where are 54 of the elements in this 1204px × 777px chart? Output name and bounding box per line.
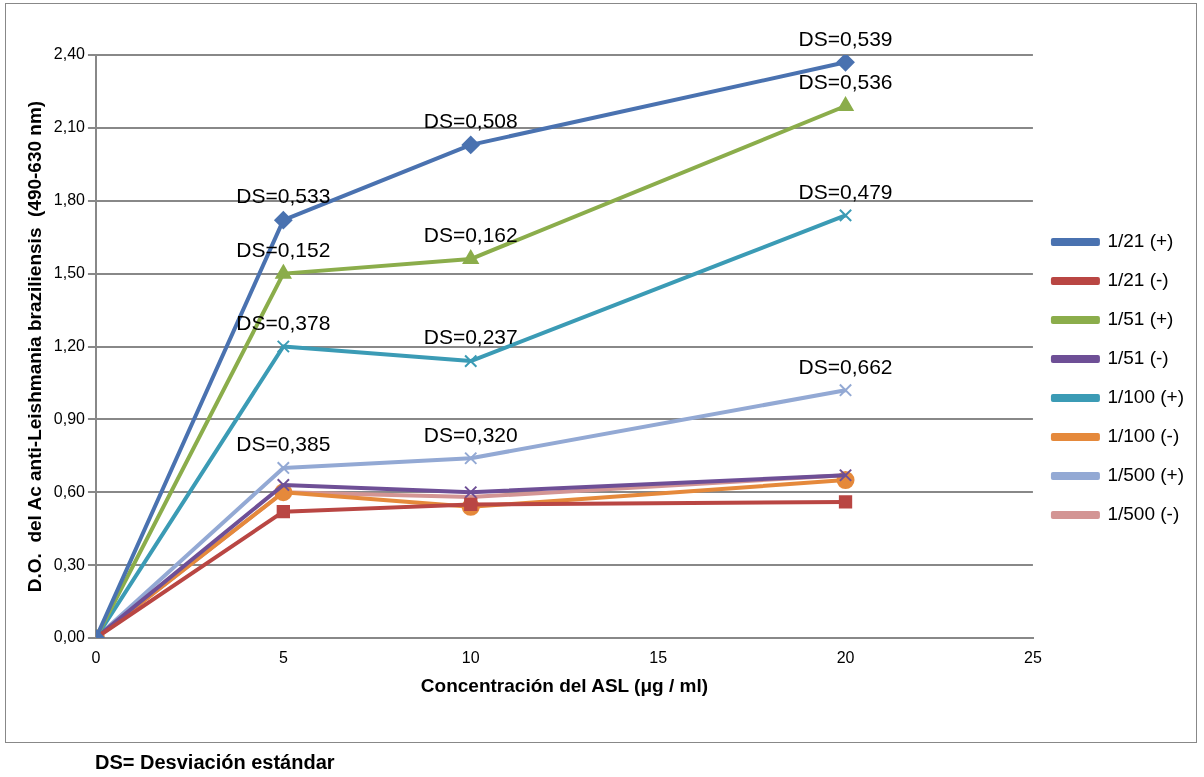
annotation: DS=0,533: [236, 184, 331, 208]
point: [275, 264, 292, 279]
annotation: DS=0,539: [798, 26, 893, 50]
y-tick-label: 1,20: [53, 336, 86, 354]
point: [462, 250, 479, 265]
point: [837, 97, 854, 112]
text: DS= Desviación estándar: [95, 750, 335, 773]
point: [276, 461, 290, 475]
point: [464, 485, 478, 499]
legend-label: 1/51 (-): [1107, 347, 1169, 369]
legend-label: 1/21 (-): [1107, 269, 1169, 291]
point: [461, 135, 480, 154]
y-tick-label: 0,00: [53, 628, 86, 646]
y-tick-label: 1,80: [53, 191, 86, 209]
legend-label: 1/51 (+): [1107, 308, 1174, 330]
annotation: DS=0,536: [798, 70, 893, 94]
x-tick-label: 5: [278, 649, 288, 667]
x-tick-label: 25: [1024, 649, 1042, 667]
x-axis-title: Concentración del ASL (μg / ml): [420, 674, 709, 696]
point: [276, 339, 290, 354]
annotation: DS=0,508: [423, 109, 518, 133]
y-axis-title: D.O. del Ac anti-Leishmania braziliensis (490-630 nm): [23, 100, 45, 593]
point: [276, 478, 290, 492]
y-tick-label: 2,40: [53, 45, 86, 63]
annotation: DS=0,479: [798, 179, 893, 203]
x-tick-label: 15: [649, 649, 668, 667]
y-tick-label: 1,50: [53, 264, 86, 282]
annotation: DS=0,385: [236, 432, 331, 456]
legend-label: 1/21 (+): [1107, 230, 1174, 252]
point: [838, 208, 853, 222]
point: [838, 468, 853, 482]
point: [464, 451, 478, 465]
y-tick-label: 0,60: [53, 482, 86, 500]
point: [464, 354, 478, 368]
point: [464, 497, 478, 512]
y-tick-label: 0,90: [53, 409, 86, 427]
point: [836, 55, 855, 72]
x-tick-label: 10: [461, 649, 480, 667]
legend-label: 1/100 (-): [1107, 425, 1180, 447]
annotation: DS=0,237: [423, 325, 518, 349]
x-tick-label: 0: [91, 649, 101, 667]
point: [274, 211, 293, 230]
legend-label: 1/100 (+): [1107, 386, 1184, 408]
annotation: DS=0,662: [798, 354, 893, 378]
y-tick-label: 0,30: [53, 555, 86, 573]
annotation: DS=0,162: [423, 223, 518, 247]
y-tick-label: 2,10: [53, 118, 86, 136]
point: [276, 505, 290, 519]
annotation: DS=0,320: [423, 422, 518, 446]
legend-label: 1/500 (-): [1107, 503, 1180, 525]
point: [838, 383, 853, 397]
point: [838, 495, 853, 509]
legend-label: 1/500 (+): [1107, 464, 1184, 486]
x-tick-label: 20: [836, 649, 855, 667]
